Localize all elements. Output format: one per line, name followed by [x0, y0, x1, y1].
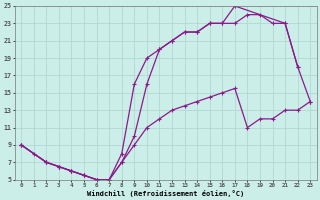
X-axis label: Windchill (Refroidissement éolien,°C): Windchill (Refroidissement éolien,°C) [87, 190, 244, 197]
